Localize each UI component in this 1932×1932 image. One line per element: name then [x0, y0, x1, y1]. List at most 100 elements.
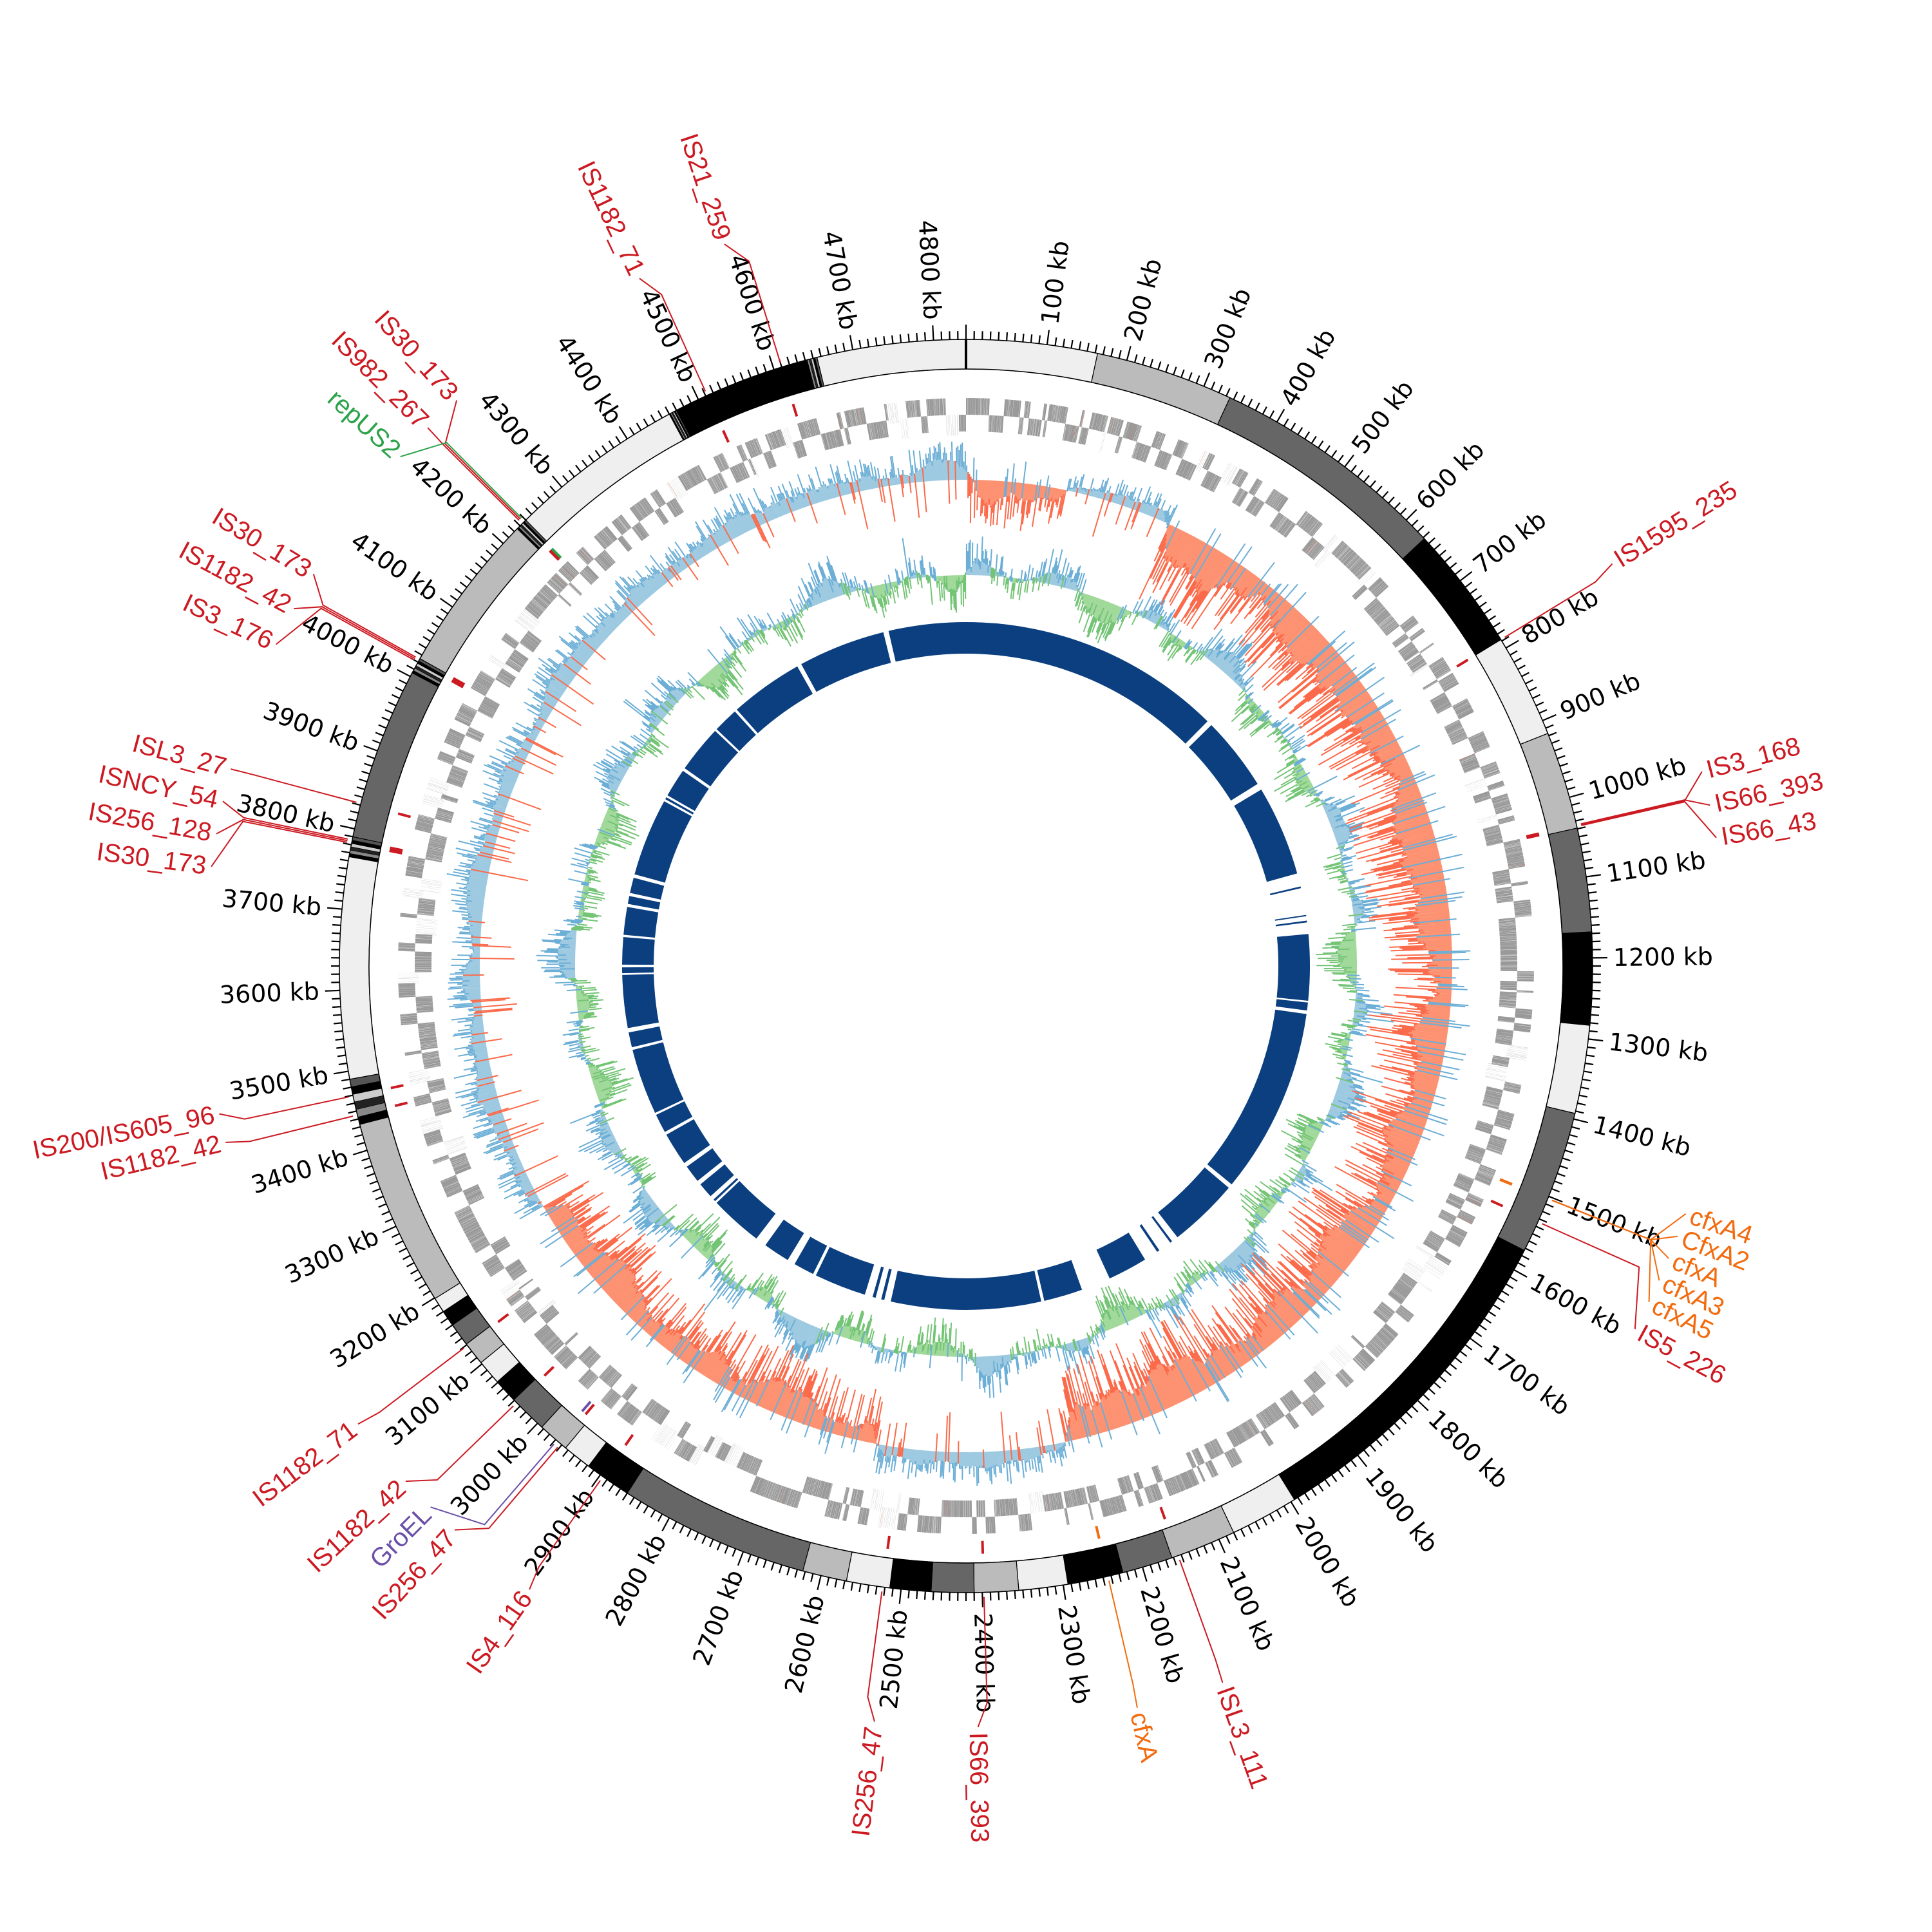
inner-block: [656, 1101, 693, 1132]
inner-block: [1189, 724, 1258, 801]
label-connector: [430, 1443, 554, 1526]
tick-label: 2400 kb: [969, 1613, 999, 1713]
feature-label: IS4_116: [461, 1586, 538, 1679]
gc-content-negative-line: [568, 567, 1368, 1367]
tick-label: 4400 kb: [550, 330, 628, 429]
tick-label: 800 kb: [1517, 583, 1604, 650]
tick-label: 4500 kb: [634, 285, 703, 387]
inner-block: [1234, 790, 1298, 882]
ideogram-band: [359, 1116, 461, 1300]
label-connector: [222, 800, 348, 840]
inner-block: [623, 907, 659, 938]
tick-label: 100 kb: [1036, 239, 1074, 326]
inner-block: [815, 1247, 875, 1295]
ideogram-band: [1063, 1543, 1124, 1585]
feature-marker: [1526, 832, 1539, 838]
feature-marker: [390, 1084, 404, 1090]
inner-block: [1151, 1216, 1172, 1243]
feature-marker: [1526, 833, 1540, 840]
gc-content-positive-line: [536, 536, 1394, 1399]
inner-block: [737, 666, 813, 734]
feature-marker: [584, 1403, 595, 1416]
tick-label: 4300 kb: [473, 386, 560, 480]
feature-marker: [451, 679, 464, 688]
inner-block: [1096, 1233, 1146, 1279]
ideogram-band: [931, 1561, 975, 1593]
label-connector: [1551, 1199, 1652, 1302]
tick-label: 3900 kb: [260, 696, 363, 757]
gc-content-negative-area: [575, 574, 1358, 1358]
ideogram-band: [889, 1558, 933, 1593]
inner-block: [685, 730, 739, 787]
inner-block: [667, 770, 709, 811]
feature-marker: [543, 1365, 554, 1377]
feature-label: cfxA: [1124, 1710, 1163, 1765]
tick-label: 3600 kb: [219, 977, 319, 1009]
tick-label: 2200 kb: [1135, 1583, 1190, 1687]
label-connector: [294, 606, 415, 659]
inner-block: [700, 1164, 734, 1197]
ideogram-band: [1546, 1022, 1591, 1114]
gc-skew-negative-line: [462, 460, 1441, 1468]
inner-block: [891, 1271, 1041, 1310]
tick-label: 3100 kb: [380, 1366, 475, 1451]
ideogram-band: [419, 528, 539, 674]
tick-label: 1900 kb: [1359, 1463, 1444, 1558]
label-connector: [1108, 1580, 1138, 1708]
feature-marker: [1159, 1506, 1166, 1520]
label-connector: [1580, 799, 1710, 825]
feature-marker: [390, 846, 403, 852]
inner-block: [801, 632, 891, 692]
tick-label: 2800 kb: [600, 1530, 672, 1631]
ideogram-band: [1475, 639, 1549, 745]
label-connector: [219, 1096, 349, 1120]
label-connector: [1581, 800, 1717, 838]
ideogram-ring: [339, 339, 1593, 1593]
inner-block: [1139, 1224, 1160, 1252]
inner-block: [687, 1148, 723, 1181]
label-connector: [312, 573, 416, 658]
feature-label: IS66_393: [964, 1732, 994, 1843]
label-connector: [1504, 563, 1613, 638]
label-connector: [357, 1347, 464, 1425]
feature-marker: [791, 403, 799, 417]
feature-marker: [497, 1313, 509, 1323]
label-connector: [977, 1596, 988, 1728]
label-connector: [867, 1591, 883, 1722]
tick-marks: [325, 325, 1607, 1607]
tick-label: 300 kb: [1198, 284, 1256, 373]
inner-block: [1274, 914, 1307, 921]
tick-label: 1200 kb: [1613, 942, 1713, 972]
inner-block: [665, 797, 694, 815]
feature-marker: [1095, 1526, 1101, 1539]
inner-block: [1276, 934, 1311, 1001]
tick-label: 900 kb: [1556, 667, 1645, 726]
tick-label: 1700 kb: [1478, 1339, 1575, 1421]
inner-block: [1269, 886, 1302, 896]
feature-marker: [551, 547, 562, 559]
label-connector: [216, 819, 348, 842]
tick-label: 2600 kb: [779, 1593, 830, 1696]
tick-label: 2700 kb: [687, 1566, 749, 1669]
tick-label: 3200 kb: [325, 1297, 425, 1374]
inner-block: [629, 1026, 663, 1048]
tick-label: 1100 kb: [1605, 846, 1708, 888]
inner-block: [630, 877, 665, 900]
tick-label: 600 kb: [1410, 435, 1490, 515]
inner-block: [1207, 1009, 1307, 1185]
ideogram-band: [965, 339, 1099, 383]
tick-label: 700 kb: [1468, 506, 1551, 580]
feature-marker: [722, 430, 730, 443]
label-connector: [427, 427, 520, 521]
inner-block: [966, 622, 1208, 744]
tick-label: 4700 kb: [817, 229, 863, 332]
ideogram-band: [802, 1542, 853, 1582]
label-connector: [405, 1405, 514, 1482]
label-connector: [1580, 771, 1703, 826]
feature-marker: [452, 677, 466, 686]
inner-block: [622, 974, 659, 1028]
ideogram-band: [973, 1560, 1019, 1593]
tick-label: 200 kb: [1119, 256, 1168, 345]
